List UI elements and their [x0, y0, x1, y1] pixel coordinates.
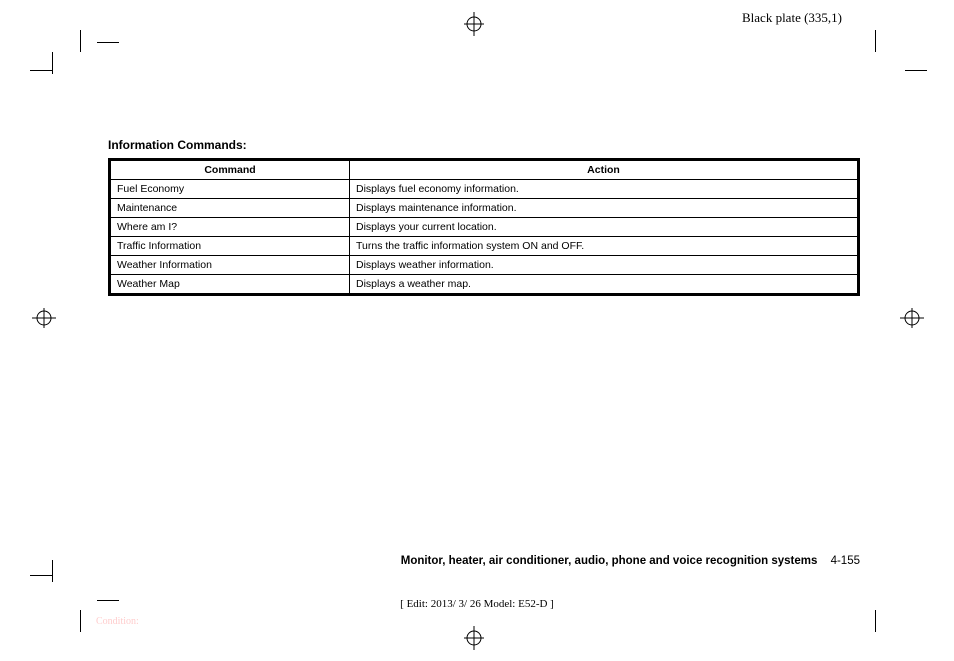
table-header-row: Command Action	[110, 160, 859, 180]
crop-mark	[875, 30, 876, 52]
crop-mark	[97, 42, 119, 43]
crop-mark	[30, 575, 52, 576]
crop-mark	[52, 52, 53, 74]
section-title: Information Commands:	[108, 138, 860, 152]
plate-label: Black plate (335,1)	[742, 10, 842, 26]
table-row: Weather Map Displays a weather map.	[110, 275, 859, 295]
table-row: Fuel Economy Displays fuel economy infor…	[110, 180, 859, 199]
crop-mark	[80, 610, 81, 632]
commands-table: Command Action Fuel Economy Displays fue…	[108, 158, 860, 296]
footer-page: 4-155	[831, 555, 860, 567]
crop-mark	[52, 560, 53, 582]
crop-mark	[80, 30, 81, 52]
table-header-command: Command	[110, 160, 350, 180]
page-content: Information Commands: Command Action Fue…	[108, 138, 860, 296]
table-header-action: Action	[350, 160, 859, 180]
condition-label: Condition:	[96, 616, 139, 627]
table-row: Where am I? Displays your current locati…	[110, 218, 859, 237]
cell-action: Displays fuel economy information.	[350, 180, 859, 199]
cell-command: Where am I?	[110, 218, 350, 237]
cell-action: Displays a weather map.	[350, 275, 859, 295]
registration-mark-icon	[464, 12, 484, 36]
cell-command: Traffic Information	[110, 237, 350, 256]
table-row: Maintenance Displays maintenance informa…	[110, 199, 859, 218]
footer-chapter: Monitor, heater, air conditioner, audio,…	[401, 555, 818, 567]
cell-command: Fuel Economy	[110, 180, 350, 199]
cell-action: Displays weather information.	[350, 256, 859, 275]
crop-mark	[875, 610, 876, 632]
cell-command: Weather Information	[110, 256, 350, 275]
registration-mark-icon	[464, 626, 484, 650]
registration-mark-icon	[900, 308, 924, 328]
footer: Monitor, heater, air conditioner, audio,…	[108, 555, 860, 567]
cell-action: Turns the traffic information system ON …	[350, 237, 859, 256]
cell-command: Weather Map	[110, 275, 350, 295]
cell-command: Maintenance	[110, 199, 350, 218]
cell-action: Displays maintenance information.	[350, 199, 859, 218]
edit-line: [ Edit: 2013/ 3/ 26 Model: E52-D ]	[0, 598, 954, 610]
crop-mark	[905, 70, 927, 71]
table-row: Weather Information Displays weather inf…	[110, 256, 859, 275]
table-row: Traffic Information Turns the traffic in…	[110, 237, 859, 256]
registration-mark-icon	[32, 308, 56, 328]
crop-mark	[30, 70, 52, 71]
cell-action: Displays your current location.	[350, 218, 859, 237]
